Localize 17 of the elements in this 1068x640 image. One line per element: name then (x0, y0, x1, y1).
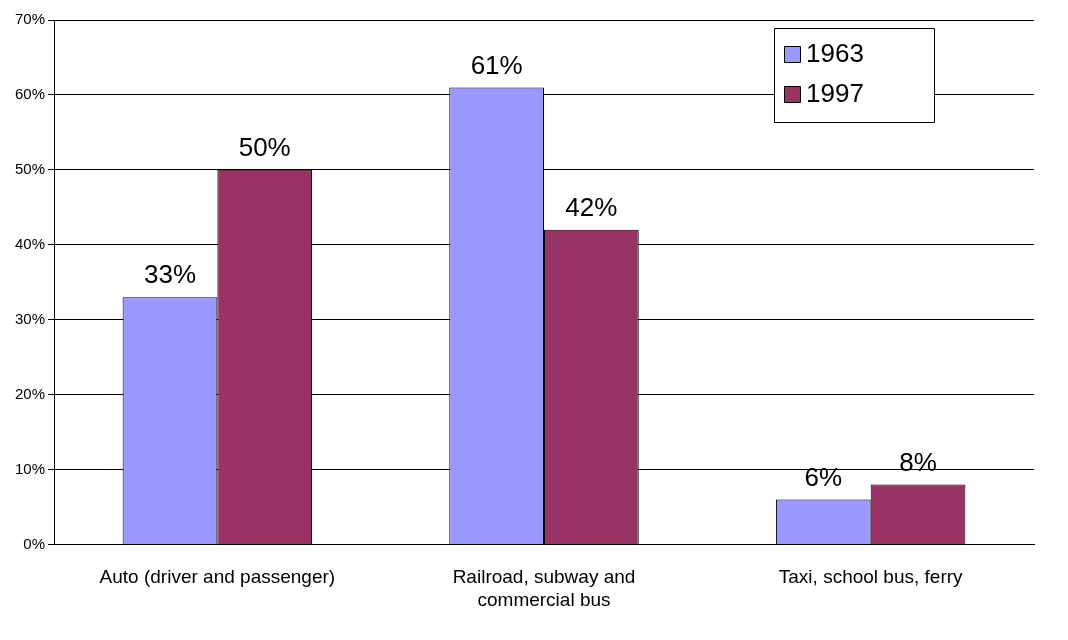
y-tick-label: 40% (14, 234, 46, 252)
y-tick-label: 20% (14, 384, 46, 402)
x-tick-label: Taxi, school bus, ferry (778, 566, 964, 588)
x-tick-label: Railroad, subway and commercial bus (452, 566, 636, 610)
data-label: 50% (238, 132, 291, 162)
x-tick-label: Auto (driver and passenger) (99, 566, 336, 588)
y-tick-label: 10% (14, 459, 46, 477)
data-label: 61% (470, 49, 523, 80)
data-label: 33% (143, 259, 197, 290)
legend-label: 1963 (806, 38, 864, 69)
y-tick-label: 60% (14, 85, 46, 103)
legend-label: 1997 (806, 78, 864, 109)
y-tick-label: 50% (14, 159, 46, 177)
y-tick-label: 0% (23, 534, 46, 552)
y-tick-label: 70% (14, 10, 46, 28)
data-label: 42% (565, 191, 618, 222)
y-tick-label: 30% (14, 309, 46, 327)
